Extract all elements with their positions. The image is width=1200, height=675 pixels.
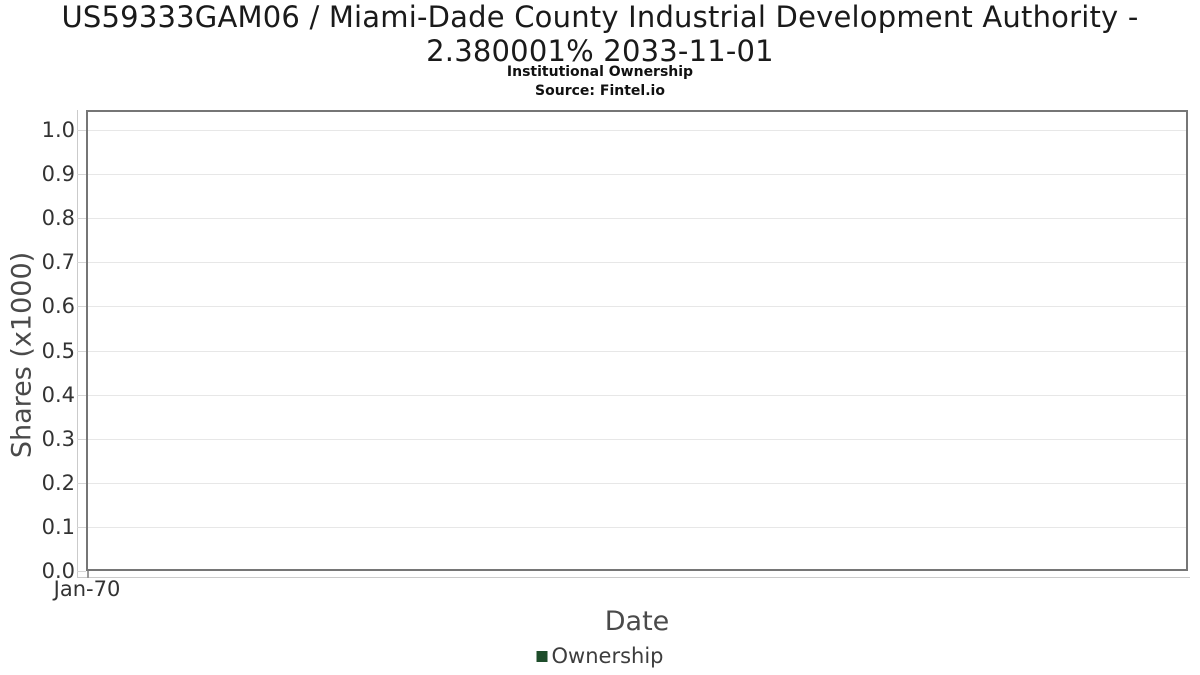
gridline [88, 526, 1186, 528]
y-tick-mark [77, 438, 86, 440]
gridline [88, 438, 1186, 440]
x-axis-line [77, 577, 1190, 578]
y-tick-label: 1.0 [41, 118, 75, 142]
x-axis-title: Date [604, 606, 670, 637]
y-tick-label: 0.4 [41, 382, 75, 407]
y-tick-label: 0.1 [41, 514, 75, 539]
x-tick-mark [87, 571, 89, 578]
y-tick-mark [77, 306, 86, 308]
chart-title: US59333GAM06 / Miami-Dade County Industr… [61, 0, 1139, 68]
y-axis-line [77, 110, 78, 578]
gridline [88, 482, 1186, 484]
gridline [88, 306, 1186, 308]
y-tick-mark [77, 482, 86, 484]
y-tick-mark [77, 174, 86, 176]
chart-source-credit: Source: Fintel.io [535, 83, 665, 99]
y-tick-mark [77, 218, 86, 220]
gridline [88, 130, 1186, 131]
gridline [88, 394, 1186, 396]
gridline [88, 350, 1186, 352]
y-tick-label: 0.7 [41, 250, 75, 275]
y-tick-mark [77, 526, 86, 528]
gridline [88, 218, 1186, 220]
y-tick-mark [77, 350, 86, 352]
chart-legend: Ownership [536, 644, 664, 668]
x-tick-label: Jan-70 [53, 577, 121, 601]
y-tick-mark [77, 130, 86, 131]
gridline [88, 174, 1186, 176]
y-tick-label: 0.0 [41, 559, 75, 583]
y-tick-mark [77, 394, 86, 396]
legend-swatch-icon [536, 650, 548, 662]
y-tick-mark [77, 571, 86, 572]
y-tick-mark [77, 262, 86, 264]
y-tick-label: 0.3 [41, 426, 75, 451]
legend-item-ownership[interactable]: Ownership [536, 644, 664, 668]
y-tick-label: 0.6 [41, 294, 75, 319]
plot-area [86, 110, 1188, 571]
y-tick-label: 0.2 [41, 470, 75, 495]
y-tick-label: 0.9 [41, 162, 75, 187]
y-tick-label: 0.8 [41, 206, 75, 231]
legend-label: Ownership [551, 644, 664, 668]
y-axis-title: Shares (x1000) [6, 251, 38, 459]
chart-subtitle: Institutional Ownership [506, 64, 694, 80]
gridline [88, 262, 1186, 264]
y-tick-label: 0.5 [41, 338, 75, 363]
